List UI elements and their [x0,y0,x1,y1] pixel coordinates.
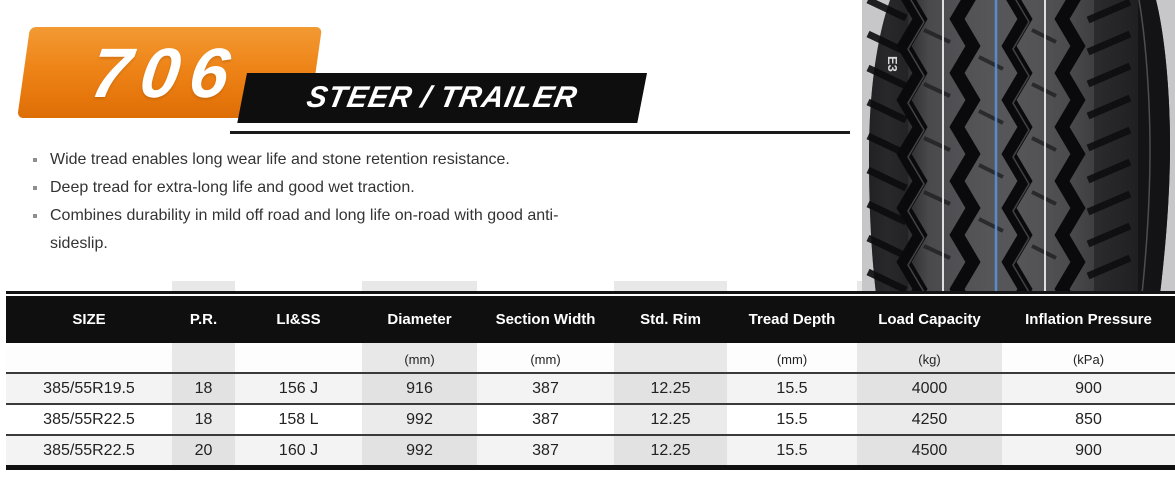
sidewall-highlight [1138,0,1151,294]
col-header-tread-depth: Tread Depth [727,296,857,343]
spec-cell: 916 [362,373,477,405]
spec-cell: 387 [477,435,614,470]
unit-cell: (kPa) [1002,347,1175,374]
spec-cell: 18 [172,373,235,405]
bullet-icon [33,186,37,190]
unit-cell [6,347,172,374]
table-row: 385/55R19.5 18 156 J 916 387 12.25 15.5 … [6,373,1175,405]
spec-cell: 385/55R19.5 [6,373,172,405]
spec-cell: 385/55R22.5 [6,404,172,436]
spec-cell: 15.5 [727,435,857,470]
unit-cell: (kg) [857,347,1002,374]
spec-cell: 20 [172,435,235,470]
units-row: (mm) (mm) (mm) (kg) (kPa) [6,347,1175,374]
column-band-tab [362,281,477,292]
spec-table-section: SIZE P.R. LI&SS Diameter Section Width S… [6,291,1175,470]
rib-notches [923,28,1057,260]
tire-tread-photo: E3 [862,0,1175,294]
list-item: Deep tread for extra-long life and good … [33,174,633,202]
column-band-tab [172,281,235,292]
bullet-icon [33,158,37,162]
spec-cell: 4500 [857,435,1002,470]
spec-cell: 160 J [235,435,362,470]
col-header-std-rim: Std. Rim [614,296,727,343]
tire-right-edge [1138,0,1170,294]
spec-cell: 156 J [235,373,362,405]
spec-cell: 992 [362,404,477,436]
unit-cell: (mm) [362,347,477,374]
feature-text: Deep tread for extra-long life and good … [50,179,415,196]
spec-cell: 385/55R22.5 [6,435,172,470]
category-banner: STEER / TRAILER [237,73,647,123]
spec-cell: 12.25 [614,373,727,405]
spec-table: SIZE P.R. LI&SS Diameter Section Width S… [6,296,1175,470]
spec-cell: 12.25 [614,435,727,470]
feature-list: Wide tread enables long wear life and st… [33,146,633,258]
col-header-size: SIZE [6,296,172,343]
spec-cell: 15.5 [727,404,857,436]
spacer-row [6,343,1175,347]
table-row: 385/55R22.5 18 158 L 992 387 12.25 15.5 … [6,404,1175,436]
col-header-liss: LI&SS [235,296,362,343]
col-header-diameter: Diameter [362,296,477,343]
spec-cell: 4000 [857,373,1002,405]
right-shoulder-slashes [1086,0,1132,280]
model-number: 706 [86,33,245,112]
feature-text: Combines durability in mild off road and… [50,207,559,252]
spec-cell: 4250 [857,404,1002,436]
zigzag-grooves [896,0,1086,294]
feature-text: Wide tread enables long wear life and st… [50,151,510,168]
unit-cell: (mm) [727,347,857,374]
spec-cell: 900 [1002,435,1175,470]
spec-cell: 992 [362,435,477,470]
header-row: SIZE P.R. LI&SS Diameter Section Width S… [6,296,1175,343]
spec-cell: 18 [172,404,235,436]
spec-cell: 12.25 [614,404,727,436]
spec-cell: 387 [477,404,614,436]
category-label: STEER / TRAILER [304,81,581,114]
unit-cell [235,347,362,374]
tire-stamp: E3 [885,56,900,72]
unit-cell [614,347,727,374]
spec-cell: 900 [1002,373,1175,405]
list-item: Wide tread enables long wear life and st… [33,146,633,174]
spec-cell: 158 L [235,404,362,436]
col-header-pr: P.R. [172,296,235,343]
spec-cell: 15.5 [727,373,857,405]
spec-cell: 850 [1002,404,1175,436]
unit-cell: (mm) [477,347,614,374]
col-header-inflation-pressure: Inflation Pressure [1002,296,1175,343]
col-header-section-width: Section Width [477,296,614,343]
unit-cell [172,347,235,374]
bullet-icon [33,214,37,218]
banner-underline [230,131,850,134]
list-item: Combines durability in mild off road and… [33,202,633,258]
spec-cell: 387 [477,373,614,405]
col-header-load-capacity: Load Capacity [857,296,1002,343]
table-top-rule [6,291,1175,294]
groove-highlights [907,0,1030,294]
column-band-tab [614,281,727,292]
table-row: 385/55R22.5 20 160 J 992 387 12.25 15.5 … [6,435,1175,470]
